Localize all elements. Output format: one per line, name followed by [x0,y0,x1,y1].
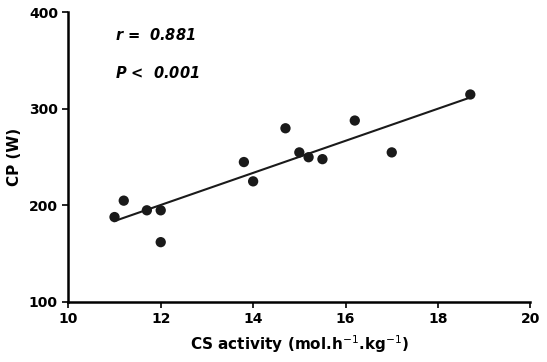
Text: $\bfit{P}$ <  0.001: $\bfit{P}$ < 0.001 [114,64,199,81]
Point [156,239,165,245]
Point [156,207,165,213]
Point [240,159,248,165]
Point [119,198,128,203]
Point [281,125,290,131]
X-axis label: CS activity (mol.h$^{-1}$.kg$^{-1}$): CS activity (mol.h$^{-1}$.kg$^{-1}$) [190,333,409,355]
Point [110,214,119,220]
Point [295,150,304,155]
Point [249,178,258,184]
Point [304,154,313,160]
Point [142,207,151,213]
Point [318,156,327,162]
Point [387,150,396,155]
Point [466,92,475,97]
Y-axis label: CP (W): CP (W) [7,128,22,186]
Point [351,118,359,123]
Text: $\bfit{r}$ =  0.881: $\bfit{r}$ = 0.881 [114,27,195,43]
